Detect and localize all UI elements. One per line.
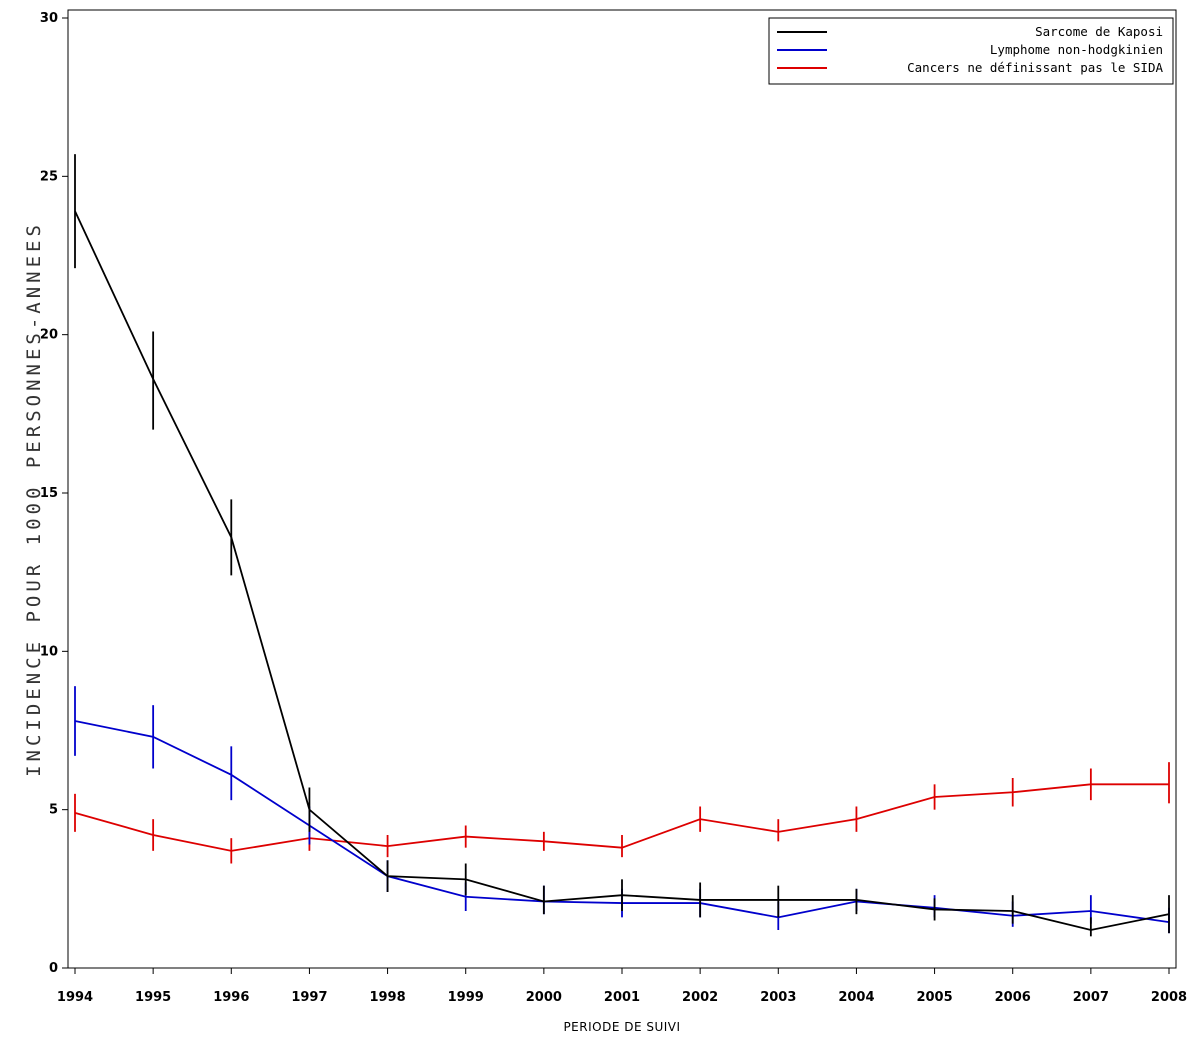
x-tick-label: 1998: [369, 990, 405, 1005]
y-tick-label: 15: [40, 486, 58, 501]
x-tick-label: 2006: [995, 990, 1031, 1005]
y-tick-label: 25: [40, 169, 58, 184]
plot-frame: [67, 9, 1177, 969]
x-tick-label: 1994: [57, 990, 93, 1005]
series-layer: [74, 154, 1170, 937]
x-tick-label: 2003: [760, 990, 796, 1005]
x-axis: 1994 1995 1996 1997 1998 1999 2000 2001 2002 2003…: [57, 968, 1187, 1005]
legend-label: Sarcome de Kaposi: [1035, 24, 1163, 39]
x-tick-label: 2002: [682, 990, 718, 1005]
y-tick-label: 20: [40, 328, 58, 343]
x-tick-label: 1999: [448, 990, 484, 1005]
legend-label: Cancers ne définissant pas le SIDA: [907, 60, 1163, 75]
y-tick-label: 30: [40, 11, 58, 26]
legend: Sarcome de Kaposi Lymphome non-hodgkinien…: [768, 17, 1174, 85]
x-tick-label: 1996: [213, 990, 249, 1005]
y-tick-label: 10: [40, 644, 58, 659]
x-tick-label: 2004: [838, 990, 874, 1005]
series-line: [74, 210, 1170, 931]
x-tick-label: 2005: [916, 990, 952, 1005]
y-tick-label: 0: [49, 961, 58, 976]
y-tick-label: 5: [49, 803, 58, 818]
x-tick-label: 2001: [604, 990, 640, 1005]
legend-label: Lymphome non-hodgkinien: [990, 42, 1163, 57]
series-0: [74, 154, 1170, 937]
x-axis-title: PERIODE DE SUIVI: [563, 1020, 680, 1034]
legend-box: [768, 17, 1174, 85]
x-tick-label: 1995: [135, 990, 171, 1005]
x-tick-label: 1997: [291, 990, 327, 1005]
x-tick-label: 2007: [1073, 990, 1109, 1005]
x-tick-label: 2008: [1151, 990, 1187, 1005]
x-tick-label: 2000: [526, 990, 562, 1005]
series-2: [74, 762, 1170, 864]
y-axis: 0 5 10 15 20 25 30: [40, 11, 68, 976]
y-axis-title: INCIDENCE POUR 1000 PERSONNES-ANNEES: [23, 221, 45, 777]
